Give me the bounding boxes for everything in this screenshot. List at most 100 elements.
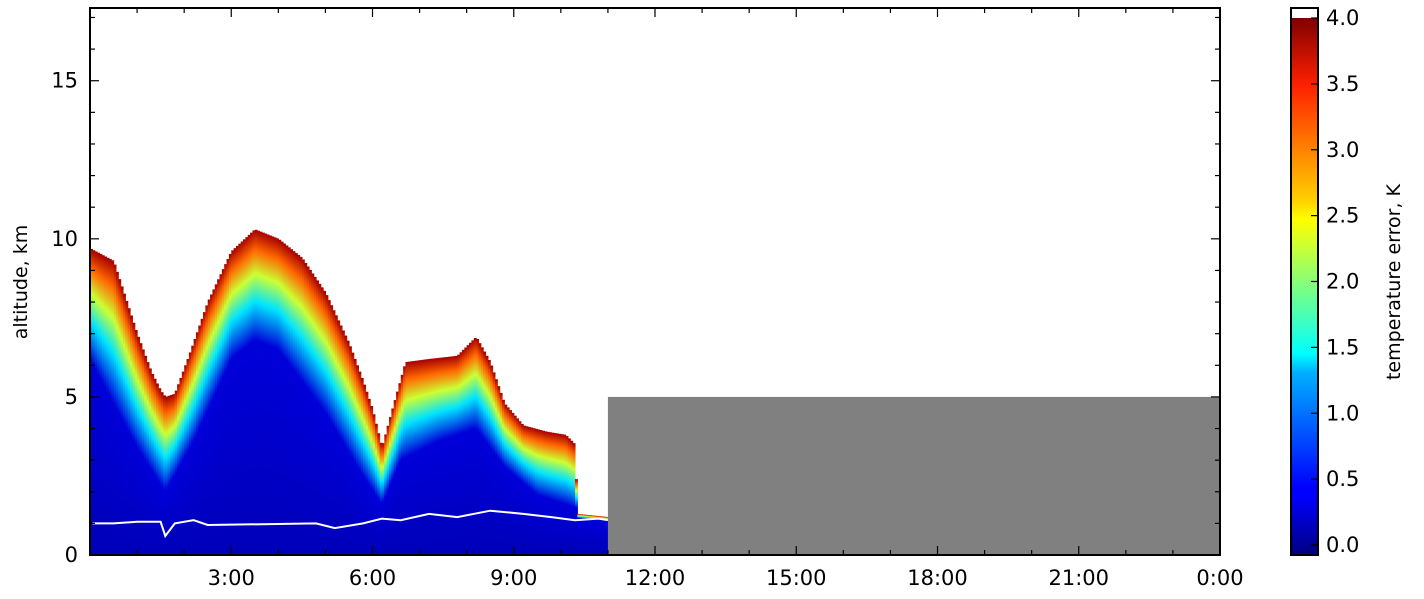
heatmap-column (438, 357, 442, 555)
heatmap-column (396, 391, 399, 555)
heatmap-column (250, 232, 254, 555)
heatmap-column (97, 252, 101, 555)
y-tick-label: 15 (51, 69, 78, 93)
heatmap-column (179, 377, 183, 555)
heatmap-column (158, 388, 162, 555)
heatmap-column (513, 415, 517, 555)
y-tick-label: 5 (65, 385, 78, 409)
heatmap-column (403, 366, 407, 555)
heatmap-column (301, 259, 305, 555)
heatmap-column (127, 308, 131, 555)
heatmap-column (605, 516, 609, 555)
heatmap-column (160, 392, 164, 555)
heatmap-column (217, 279, 221, 555)
heatmap-column (363, 384, 367, 555)
heatmap-column (412, 361, 416, 555)
heatmap-column (603, 516, 607, 555)
heatmap-column (492, 372, 496, 555)
heatmap-column (443, 357, 447, 555)
heatmap-column (165, 396, 169, 555)
heatmap-column (99, 253, 103, 555)
heatmap-column (233, 248, 237, 555)
heatmap-column (556, 433, 560, 555)
heatmap-column (558, 433, 562, 555)
heatmap-column (134, 330, 138, 555)
colorbar: 0.0 0.5 1.0 1.5 2.0 2.5 3.0 3.5 4.0 temperature … (1290, 6, 1405, 557)
heatmap-column (579, 514, 583, 555)
heatmap-column (480, 347, 484, 555)
heatmap-column (200, 318, 204, 555)
heatmap-column (323, 290, 327, 555)
heatmap-column (243, 239, 246, 555)
y-tick-label: 10 (51, 227, 78, 251)
heatmap-column (527, 426, 531, 555)
heatmap-column (210, 294, 214, 555)
heatmap-column (523, 425, 527, 555)
no-data-region (607, 396, 1220, 555)
heatmap-column (506, 407, 510, 555)
heatmap-column (172, 394, 176, 555)
heatmap-column (370, 405, 374, 555)
heatmap-column (252, 230, 256, 555)
heatmap-column (280, 241, 284, 555)
heatmap-column (410, 361, 414, 555)
heatmap-column (330, 305, 334, 555)
heatmap-column (141, 349, 145, 555)
heatmap-column (113, 264, 117, 555)
heatmap-column (198, 325, 202, 555)
heatmap-column (405, 361, 409, 555)
heatmap-column (417, 360, 421, 555)
heatmap-column (440, 357, 444, 555)
heatmap-column (212, 289, 216, 555)
heatmap-column (360, 377, 364, 555)
heatmap-column (162, 395, 166, 555)
heatmap-column (174, 390, 178, 555)
heatmap-column (353, 358, 357, 555)
heatmap-column (144, 355, 148, 555)
heatmap-column (275, 238, 279, 555)
y-axis: 0 5 10 15 (51, 16, 1220, 567)
heatmap-column (431, 358, 435, 555)
heatmap-column (487, 360, 491, 555)
heatmap-column (429, 358, 432, 555)
heatmap-column (332, 310, 336, 555)
colorbar-tick-label: 3.5 (1326, 72, 1359, 96)
heatmap-column (582, 514, 585, 555)
colorbar-tick-label: 0.0 (1326, 533, 1359, 557)
heatmap-column (313, 276, 317, 555)
heatmap-column (483, 351, 487, 555)
heatmap-column (358, 371, 362, 555)
heatmap-column (596, 515, 600, 555)
heatmap-column (473, 338, 477, 555)
heatmap-column (471, 340, 475, 555)
heatmap-column (254, 229, 258, 555)
heatmap-column (469, 342, 472, 555)
heatmap-column (294, 253, 298, 555)
heatmap-column (308, 269, 312, 555)
heatmap-column (278, 239, 282, 555)
heatmap-column (574, 479, 578, 555)
heatmap-column (584, 514, 588, 555)
y-axis-label: altitude, km (10, 225, 32, 339)
heatmap-column (542, 430, 545, 555)
x-tick-label: 3:00 (208, 566, 255, 590)
heatmap-column (509, 410, 512, 555)
heatmap-column (553, 433, 557, 555)
heatmap-column (247, 234, 251, 555)
heatmap-column (235, 245, 239, 555)
heatmap-column (539, 430, 543, 555)
heatmap-column (264, 233, 268, 555)
heatmap-column (120, 286, 124, 555)
heatmap-column (450, 356, 454, 555)
plot-area: 3:00 6:00 9:00 12:00 15:00 18:00 21:00 0:00 0 5 1… (10, 7, 1244, 590)
heatmap-column (268, 235, 272, 555)
heatmap-column (193, 339, 197, 555)
heatmap-column (386, 425, 390, 555)
heatmap-column (351, 352, 355, 555)
heatmap-column (466, 345, 470, 555)
x-tick-label: 21:00 (1048, 566, 1109, 590)
colorbar-tick-label: 2.5 (1326, 204, 1359, 228)
heatmap-column (191, 345, 195, 555)
